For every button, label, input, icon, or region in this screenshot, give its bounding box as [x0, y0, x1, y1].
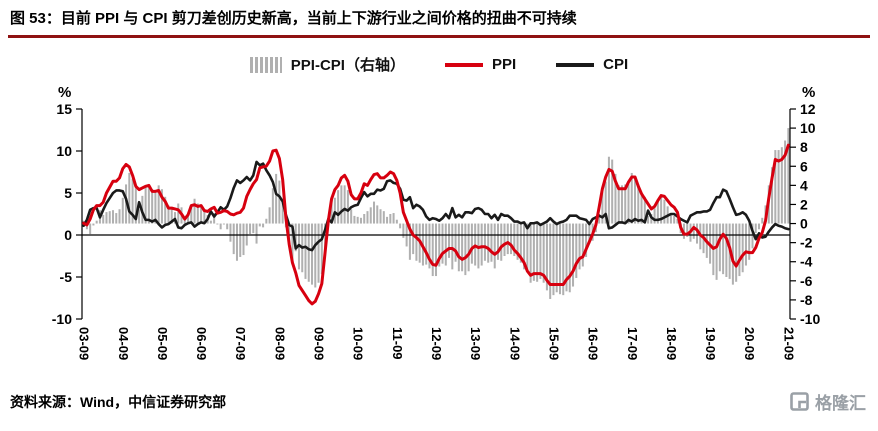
- svg-text:13-09: 13-09: [468, 327, 483, 360]
- svg-text:03-09: 03-09: [77, 327, 92, 360]
- ppi-line: [82, 143, 790, 306]
- svg-text:21-09: 21-09: [781, 327, 796, 360]
- figure-title: 图 53：目前 PPI 与 CPI 剪刀差创历史新高，当前上下游行业之间价格的扭…: [10, 10, 577, 27]
- svg-text:17-09: 17-09: [625, 327, 640, 360]
- left-axis-unit: %: [58, 84, 71, 101]
- svg-text:12: 12: [800, 101, 816, 117]
- svg-text:-6: -6: [800, 273, 813, 289]
- svg-text:16-09: 16-09: [586, 327, 601, 360]
- cpi-line-swatch-icon: [556, 62, 595, 67]
- gelonghui-logo: 格隆汇: [790, 389, 866, 414]
- cpi-line: [82, 160, 790, 252]
- svg-text:10-09: 10-09: [351, 327, 366, 360]
- svg-text:14-09: 14-09: [507, 327, 522, 360]
- right-axis-ticks: 12 10 8 6 4 2 0 -2 -4 -6 -8 -10: [790, 101, 820, 327]
- svg-text:10: 10: [800, 120, 816, 136]
- legend-item-ppi: PPI: [444, 56, 517, 73]
- gelonghui-logo-text: 格隆汇: [815, 394, 866, 413]
- source-note: 资料来源：Wind，中信证券研究部: [10, 393, 227, 410]
- report-figure: 图 53：目前 PPI 与 CPI 剪刀差创历史新高，当前上下游行业之间价格的扭…: [0, 10, 878, 414]
- svg-text:2: 2: [800, 196, 808, 212]
- legend-label-cpi: CPI: [603, 56, 629, 73]
- svg-text:09-09: 09-09: [312, 327, 327, 360]
- title-divider: [8, 35, 870, 38]
- svg-text:0: 0: [64, 227, 72, 243]
- svg-text:-4: -4: [800, 254, 813, 270]
- svg-text:04-09: 04-09: [116, 327, 131, 360]
- svg-text:08-09: 08-09: [272, 327, 287, 360]
- x-axis-labels: 03-09 04-09 05-09 06-09 07-09 08-09 09-09 10-09…: [77, 327, 797, 360]
- svg-text:10: 10: [56, 143, 72, 159]
- svg-text:18-09: 18-09: [664, 327, 679, 360]
- svg-text:20-09: 20-09: [742, 327, 757, 360]
- legend-item-cpi: CPI: [556, 56, 628, 73]
- svg-text:12-09: 12-09: [429, 327, 444, 360]
- svg-text:-10: -10: [52, 311, 72, 327]
- svg-text:11-09: 11-09: [390, 327, 405, 360]
- svg-text:0: 0: [800, 216, 808, 232]
- svg-text:15: 15: [56, 101, 72, 117]
- svg-text:05-09: 05-09: [155, 327, 170, 360]
- svg-text:07-09: 07-09: [233, 327, 248, 360]
- svg-text:4: 4: [800, 177, 808, 193]
- svg-text:06-09: 06-09: [194, 327, 209, 360]
- ppi-cpi-bars: [82, 128, 790, 299]
- legend-label-ppi: PPI: [491, 56, 517, 73]
- gelonghui-grid-icon: [790, 392, 809, 411]
- svg-text:5: 5: [64, 185, 72, 201]
- legend-label-ppi-cpi: PPI-CPI（右轴）: [290, 57, 405, 74]
- svg-text:-10: -10: [800, 311, 820, 327]
- svg-text:-8: -8: [800, 292, 813, 308]
- svg-text:19-09: 19-09: [703, 327, 718, 360]
- figure-footer: 资料来源：Wind，中信证券研究部 格隆汇: [0, 387, 878, 414]
- svg-text:-2: -2: [800, 235, 813, 251]
- chart-legend: PPI-CPI（右轴） PPI CPI: [0, 54, 878, 75]
- ppi-line-swatch-icon: [444, 62, 483, 67]
- legend-item-ppi-cpi: PPI-CPI（右轴）: [249, 54, 405, 75]
- svg-text:15-09: 15-09: [547, 327, 562, 360]
- bar-series-swatch-icon: [249, 56, 282, 73]
- left-axis-ticks: 15 10 5 0 -5 -10: [52, 101, 82, 327]
- svg-text:-5: -5: [60, 269, 73, 285]
- svg-text:8: 8: [800, 139, 808, 155]
- right-axis-unit: %: [802, 84, 815, 101]
- svg-text:6: 6: [800, 158, 808, 174]
